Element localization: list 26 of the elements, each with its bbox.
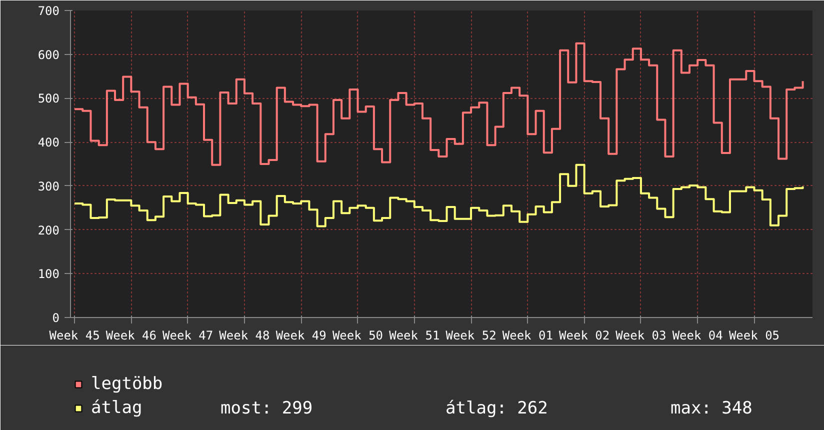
legend-label: átlag — [91, 398, 142, 418]
y-tick-label: 700 — [38, 4, 60, 18]
x-tick-label: Week 47 — [162, 328, 214, 342]
x-tick-label: Week 50 — [332, 328, 384, 342]
y-tick-label: 400 — [38, 136, 60, 150]
y-tick-label: 300 — [38, 179, 60, 194]
x-tick-label: Week 45 — [49, 328, 100, 342]
text: most: 299 — [220, 398, 313, 418]
x-tick-label: Week 51 — [389, 328, 440, 342]
y-tick-label: 100 — [38, 267, 60, 282]
legend-label: legtöbb — [91, 374, 163, 394]
x-tick-label: Week 49 — [276, 328, 326, 342]
x-tick-label: Week 48 — [219, 328, 270, 342]
x-tick-label: Week 01 — [502, 328, 553, 342]
x-tick-label: Week 02 — [559, 328, 610, 342]
y-tick-label: 0 — [52, 311, 60, 325]
x-tick-label: Week 05 — [728, 328, 780, 342]
x-tick-label: Week 03 — [616, 328, 666, 342]
text: max: 348 — [670, 398, 752, 418]
x-tick-label: Week 52 — [446, 328, 496, 342]
y-tick-label: 500 — [38, 92, 60, 106]
text: átlag: 262 — [446, 398, 548, 418]
x-tick-label: Week 46 — [106, 328, 156, 342]
y-tick-label: 600 — [38, 48, 60, 62]
y-tick-label: 200 — [38, 223, 60, 238]
x-tick-label: Week 04 — [672, 328, 723, 342]
